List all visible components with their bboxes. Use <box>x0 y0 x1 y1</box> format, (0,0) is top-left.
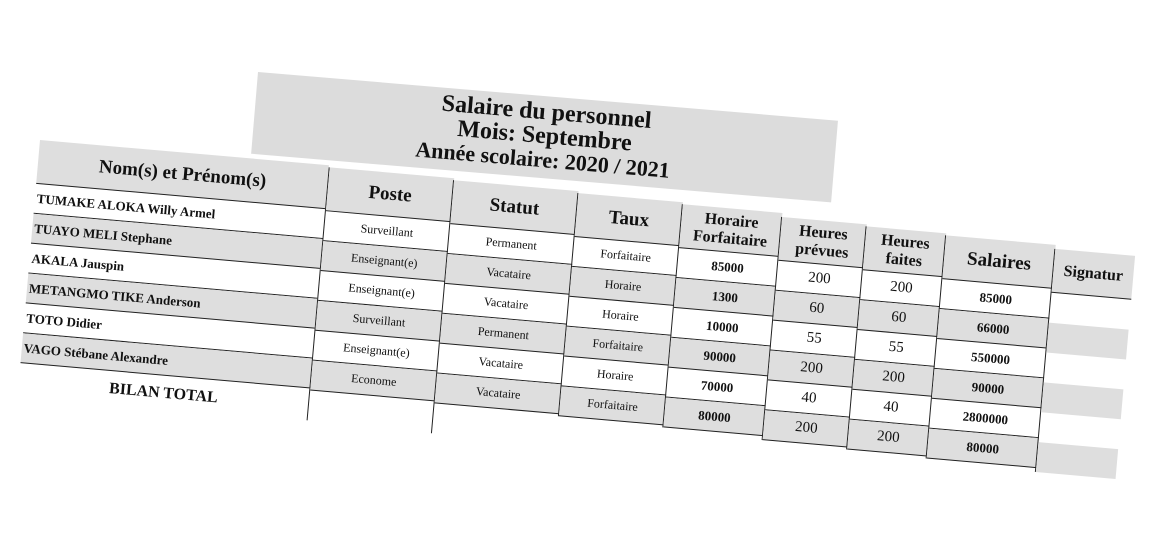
column-taux: Taux Forfaitaire Horaire Horaire Forfaitaire… <box>557 193 684 426</box>
cell-heures-faites: 200 <box>847 419 930 457</box>
column-nom: Nom(s) et Prénom(s) TUMAKE ALOKA Willy Ar… <box>17 140 329 424</box>
column-statut: Statut Permanent Vacataire Vacataire Permane… <box>430 180 579 445</box>
column-poste: Poste Surveillant Enseignant(e) Enseignant(… <box>306 167 455 432</box>
header-heures-faites: Heures faites <box>862 226 947 278</box>
header-signature: Signatur <box>1051 248 1136 300</box>
empty-cell <box>1035 442 1119 480</box>
header-heures-prevues: Heures prévues <box>778 216 867 269</box>
column-salaires: Salaires 85000 66000 550000 90000 2800000 8000… <box>925 235 1056 469</box>
cell-heures-prevues: 200 <box>762 410 850 448</box>
